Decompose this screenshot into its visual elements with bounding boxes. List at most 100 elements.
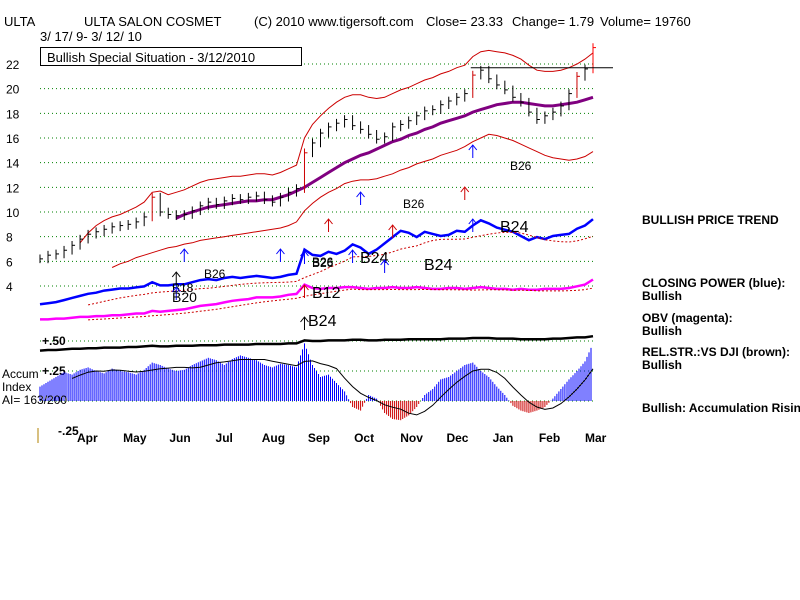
- price-bar-48: [424, 106, 428, 121]
- price-bar-22: [215, 197, 220, 209]
- obv-line: [40, 278, 594, 321]
- price-bar-68: [584, 64, 588, 81]
- price-bar-58: [504, 80, 508, 95]
- price-bar-17: [175, 210, 180, 221]
- price-bar-3: [63, 245, 68, 259]
- accum-axis: +.50 +.25 -.25: [42, 334, 79, 438]
- price-bar-15: [159, 192, 164, 217]
- price-bar-41: [368, 125, 372, 139]
- price-bar-4: [71, 240, 76, 255]
- change-value: Change= 1.79: [512, 14, 595, 29]
- price-tick-18: 18: [6, 107, 20, 121]
- relstr-label: REL.STR.:VS DJI (brown):: [642, 345, 790, 359]
- signal-arrow-9: [380, 259, 390, 273]
- price-bar-24: [231, 194, 236, 206]
- price-bar-12: [135, 217, 140, 229]
- month-label-jul: Jul: [216, 431, 233, 445]
- price-bar-49: [432, 105, 436, 116]
- price-bar-29: [271, 195, 276, 207]
- obv-value: Bullish: [642, 324, 683, 338]
- price-bar-30: [279, 192, 284, 207]
- price-tick-4: 4: [6, 280, 13, 294]
- month-label-dec: Dec: [446, 431, 468, 445]
- price-bar-37: [336, 118, 340, 132]
- accum-tick-2: -.25: [58, 424, 79, 438]
- price-bar-33: [303, 148, 308, 193]
- relstr-line: [39, 334, 594, 352]
- obv-label: OBV (magenta):: [642, 311, 733, 325]
- price-bar-6: [87, 229, 92, 244]
- signal-arrow-6: [300, 284, 309, 298]
- price-tick-16: 16: [6, 132, 20, 146]
- price-bar-18: [183, 210, 188, 221]
- month-label-mar: Mar: [585, 431, 607, 445]
- price-bar-19: [191, 206, 196, 219]
- obv-ma-line: [88, 287, 594, 321]
- price-bar-5: [79, 234, 84, 250]
- signal-arrow-1: [171, 271, 181, 285]
- price-bar-43: [384, 132, 388, 144]
- signal-label-7: B24: [308, 313, 337, 330]
- price-bar-10: [119, 221, 124, 232]
- closing-power-line: [39, 218, 594, 306]
- signal-arrow-3: [276, 248, 285, 262]
- price-bar-25: [239, 194, 244, 204]
- price-bar-54: [472, 70, 476, 98]
- signal-label-10: B24: [500, 219, 529, 236]
- price-bar-52: [456, 92, 460, 106]
- month-label-may: May: [123, 431, 147, 445]
- ai-value: AI= 163/200: [2, 393, 68, 407]
- price-tick-12: 12: [6, 181, 20, 195]
- price-bar-14: [151, 192, 156, 222]
- date-range: 3/ 17/ 9- 3/ 12/ 10: [40, 29, 142, 44]
- price-bar-2: [55, 249, 60, 260]
- price-bar-26: [247, 192, 252, 204]
- price-bar-69: [592, 43, 596, 74]
- signal-arrow-4: [356, 191, 365, 205]
- signal-label-5: B24: [360, 250, 389, 267]
- accum-note: Bullish: Accumulation Rising: [642, 401, 800, 415]
- price-tick-10: 10: [6, 206, 20, 220]
- price-tick-22: 22: [6, 58, 20, 72]
- price-bar-36: [328, 122, 332, 138]
- price-bar-35: [320, 128, 324, 148]
- price-bar-67: [576, 72, 580, 98]
- copyright: (C) 2010 www.tigersoft.com: [254, 14, 414, 29]
- signal-arrow-5: [348, 249, 357, 263]
- price-bars: [39, 43, 596, 264]
- price-bar-39: [352, 115, 356, 130]
- price-bar-65: [560, 101, 564, 117]
- accum-tick-1: +.25: [42, 364, 66, 378]
- signal-arrow-7: [300, 316, 309, 330]
- price-bar-66: [568, 89, 572, 111]
- month-label-feb: Feb: [539, 431, 560, 445]
- indicator-lines: [39, 218, 594, 352]
- month-label-apr: Apr: [77, 431, 98, 445]
- price-bar-11: [127, 220, 132, 230]
- upper-band-line: [79, 49, 594, 244]
- closing-power-value: Bullish: [642, 289, 683, 303]
- price-bar-23: [223, 196, 228, 209]
- accum-histogram: [39, 343, 594, 421]
- signal-arrow-11: [300, 250, 309, 264]
- price-tick-14: 14: [6, 157, 20, 171]
- accum-ma-line: [71, 359, 594, 416]
- signal-label-1: B18: [172, 281, 194, 295]
- price-bar-59: [512, 85, 516, 102]
- price-bar-53: [464, 89, 468, 102]
- price-bar-64: [552, 107, 556, 121]
- bollinger-bands: [79, 49, 594, 268]
- signal-label-6: B12: [312, 285, 341, 302]
- price-bar-31: [287, 187, 292, 202]
- moving-average-line: [175, 95, 594, 220]
- price-bar-60: [520, 92, 524, 107]
- signal-label-11: B26: [312, 255, 334, 269]
- price-bar-45: [400, 120, 404, 132]
- price-bar-20: [199, 201, 204, 216]
- price-bar-57: [496, 74, 500, 90]
- price-bar-21: [207, 197, 212, 211]
- red-signal-arrow-0: [324, 218, 333, 232]
- lower-band-line: [111, 133, 594, 268]
- month-label-jan: Jan: [493, 431, 514, 445]
